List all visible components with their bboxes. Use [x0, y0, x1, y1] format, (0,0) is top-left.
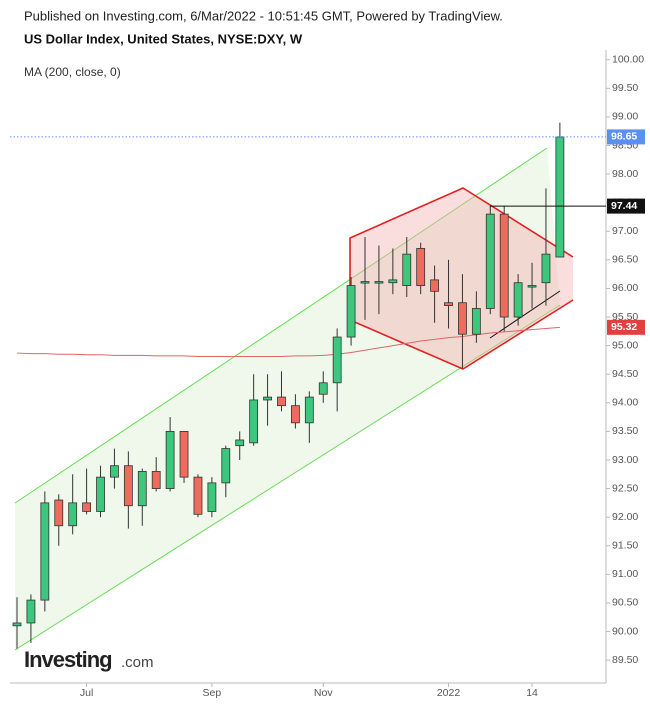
x-tick-label: Nov — [314, 687, 333, 699]
ma-line — [16, 326, 560, 357]
candle-body — [290, 405, 300, 424]
candle-body — [416, 248, 426, 286]
price-label: 98.65 — [611, 131, 637, 143]
chart-title: US Dollar Index, United States, NYSE:DXY… — [24, 31, 303, 46]
candle-body — [68, 502, 78, 527]
y-tick-label: 91.50 — [612, 540, 638, 552]
candle-body — [40, 502, 50, 601]
y-tick-label: 92.50 — [612, 482, 638, 494]
candle-body — [137, 471, 147, 507]
plot — [12, 122, 565, 649]
candle-body — [179, 431, 189, 478]
candle-body — [388, 279, 398, 284]
y-tick-label: 100.00 — [612, 54, 644, 66]
price-label: 97.44 — [611, 200, 637, 212]
candle-body — [96, 476, 105, 512]
x-tick-label: Jul — [80, 687, 93, 699]
header: Published on Investing.com, 6/Mar/2022 -… — [24, 8, 503, 23]
candle-body — [221, 448, 231, 484]
candle-body — [374, 281, 384, 284]
price-label-box — [607, 319, 645, 335]
candle-body — [318, 382, 328, 395]
diamond-top — [349, 187, 574, 320]
candle-body — [402, 253, 412, 286]
watermark: Investing — [24, 647, 112, 672]
candle-body — [54, 499, 64, 527]
candle-body — [332, 336, 342, 384]
trend-line — [489, 290, 561, 339]
candle-body — [165, 431, 175, 489]
diamond-fill — [350, 188, 573, 369]
candle-body — [499, 213, 509, 318]
x-tick-label: Sep — [203, 687, 222, 699]
candle-body — [527, 285, 537, 288]
price-label-box — [607, 129, 645, 145]
y-tick-label: 97.00 — [612, 225, 638, 237]
y-tick-label: 92.00 — [612, 511, 638, 523]
y-tick-label: 94.00 — [612, 397, 638, 409]
candle-body — [277, 396, 286, 407]
y-tick-label: 98.00 — [612, 168, 638, 180]
y-tick-label: 94.50 — [612, 368, 638, 380]
candle-body — [207, 482, 217, 512]
y-tick-label: 96.50 — [612, 254, 638, 266]
candle-body — [249, 399, 259, 444]
candle-body — [471, 308, 481, 335]
candle-body — [123, 465, 133, 507]
y-tick-label: 89.50 — [612, 654, 638, 666]
y-tick-label: 95.00 — [612, 339, 638, 351]
candle-body — [263, 396, 272, 401]
channel-lower — [14, 304, 561, 651]
y-tick-label: 95.50 — [612, 311, 638, 323]
candle-body — [235, 439, 245, 447]
watermark-suffix: .com — [121, 654, 154, 671]
candle-body — [458, 302, 467, 335]
candle-body — [485, 213, 495, 309]
x-tick-label: 2022 — [437, 687, 461, 699]
candle-body — [304, 396, 314, 424]
candle-body — [346, 285, 356, 338]
y-tick-label: 96.00 — [612, 282, 638, 294]
y-tick-label: 93.00 — [612, 454, 638, 466]
y-tick-label: 90.00 — [612, 625, 638, 637]
price-label: 95.32 — [611, 321, 637, 333]
y-tick-label: 99.50 — [612, 82, 638, 94]
candle-body — [541, 253, 551, 284]
candle-body — [12, 622, 22, 627]
candle-body — [430, 279, 440, 292]
indicator-label: MA (200, close, 0) — [24, 65, 121, 79]
candle-body — [360, 281, 370, 284]
candle-body — [193, 476, 203, 515]
candle-body — [110, 465, 119, 478]
price-label-box — [607, 198, 645, 214]
candle-body — [26, 599, 36, 624]
y-tick-label: 93.50 — [612, 425, 638, 437]
y-tick-label: 91.00 — [612, 568, 638, 580]
candle-body — [151, 471, 161, 489]
candle-body — [444, 302, 453, 307]
candle-body — [513, 282, 523, 318]
y-tick-label: 90.50 — [612, 597, 638, 609]
candle-body — [555, 136, 565, 258]
candle-body — [82, 502, 91, 512]
channel-upper — [14, 147, 548, 504]
y-tick-label: 99.00 — [612, 111, 638, 123]
x-tick-label: 14 — [526, 687, 538, 699]
diamond-bottom — [349, 299, 574, 370]
